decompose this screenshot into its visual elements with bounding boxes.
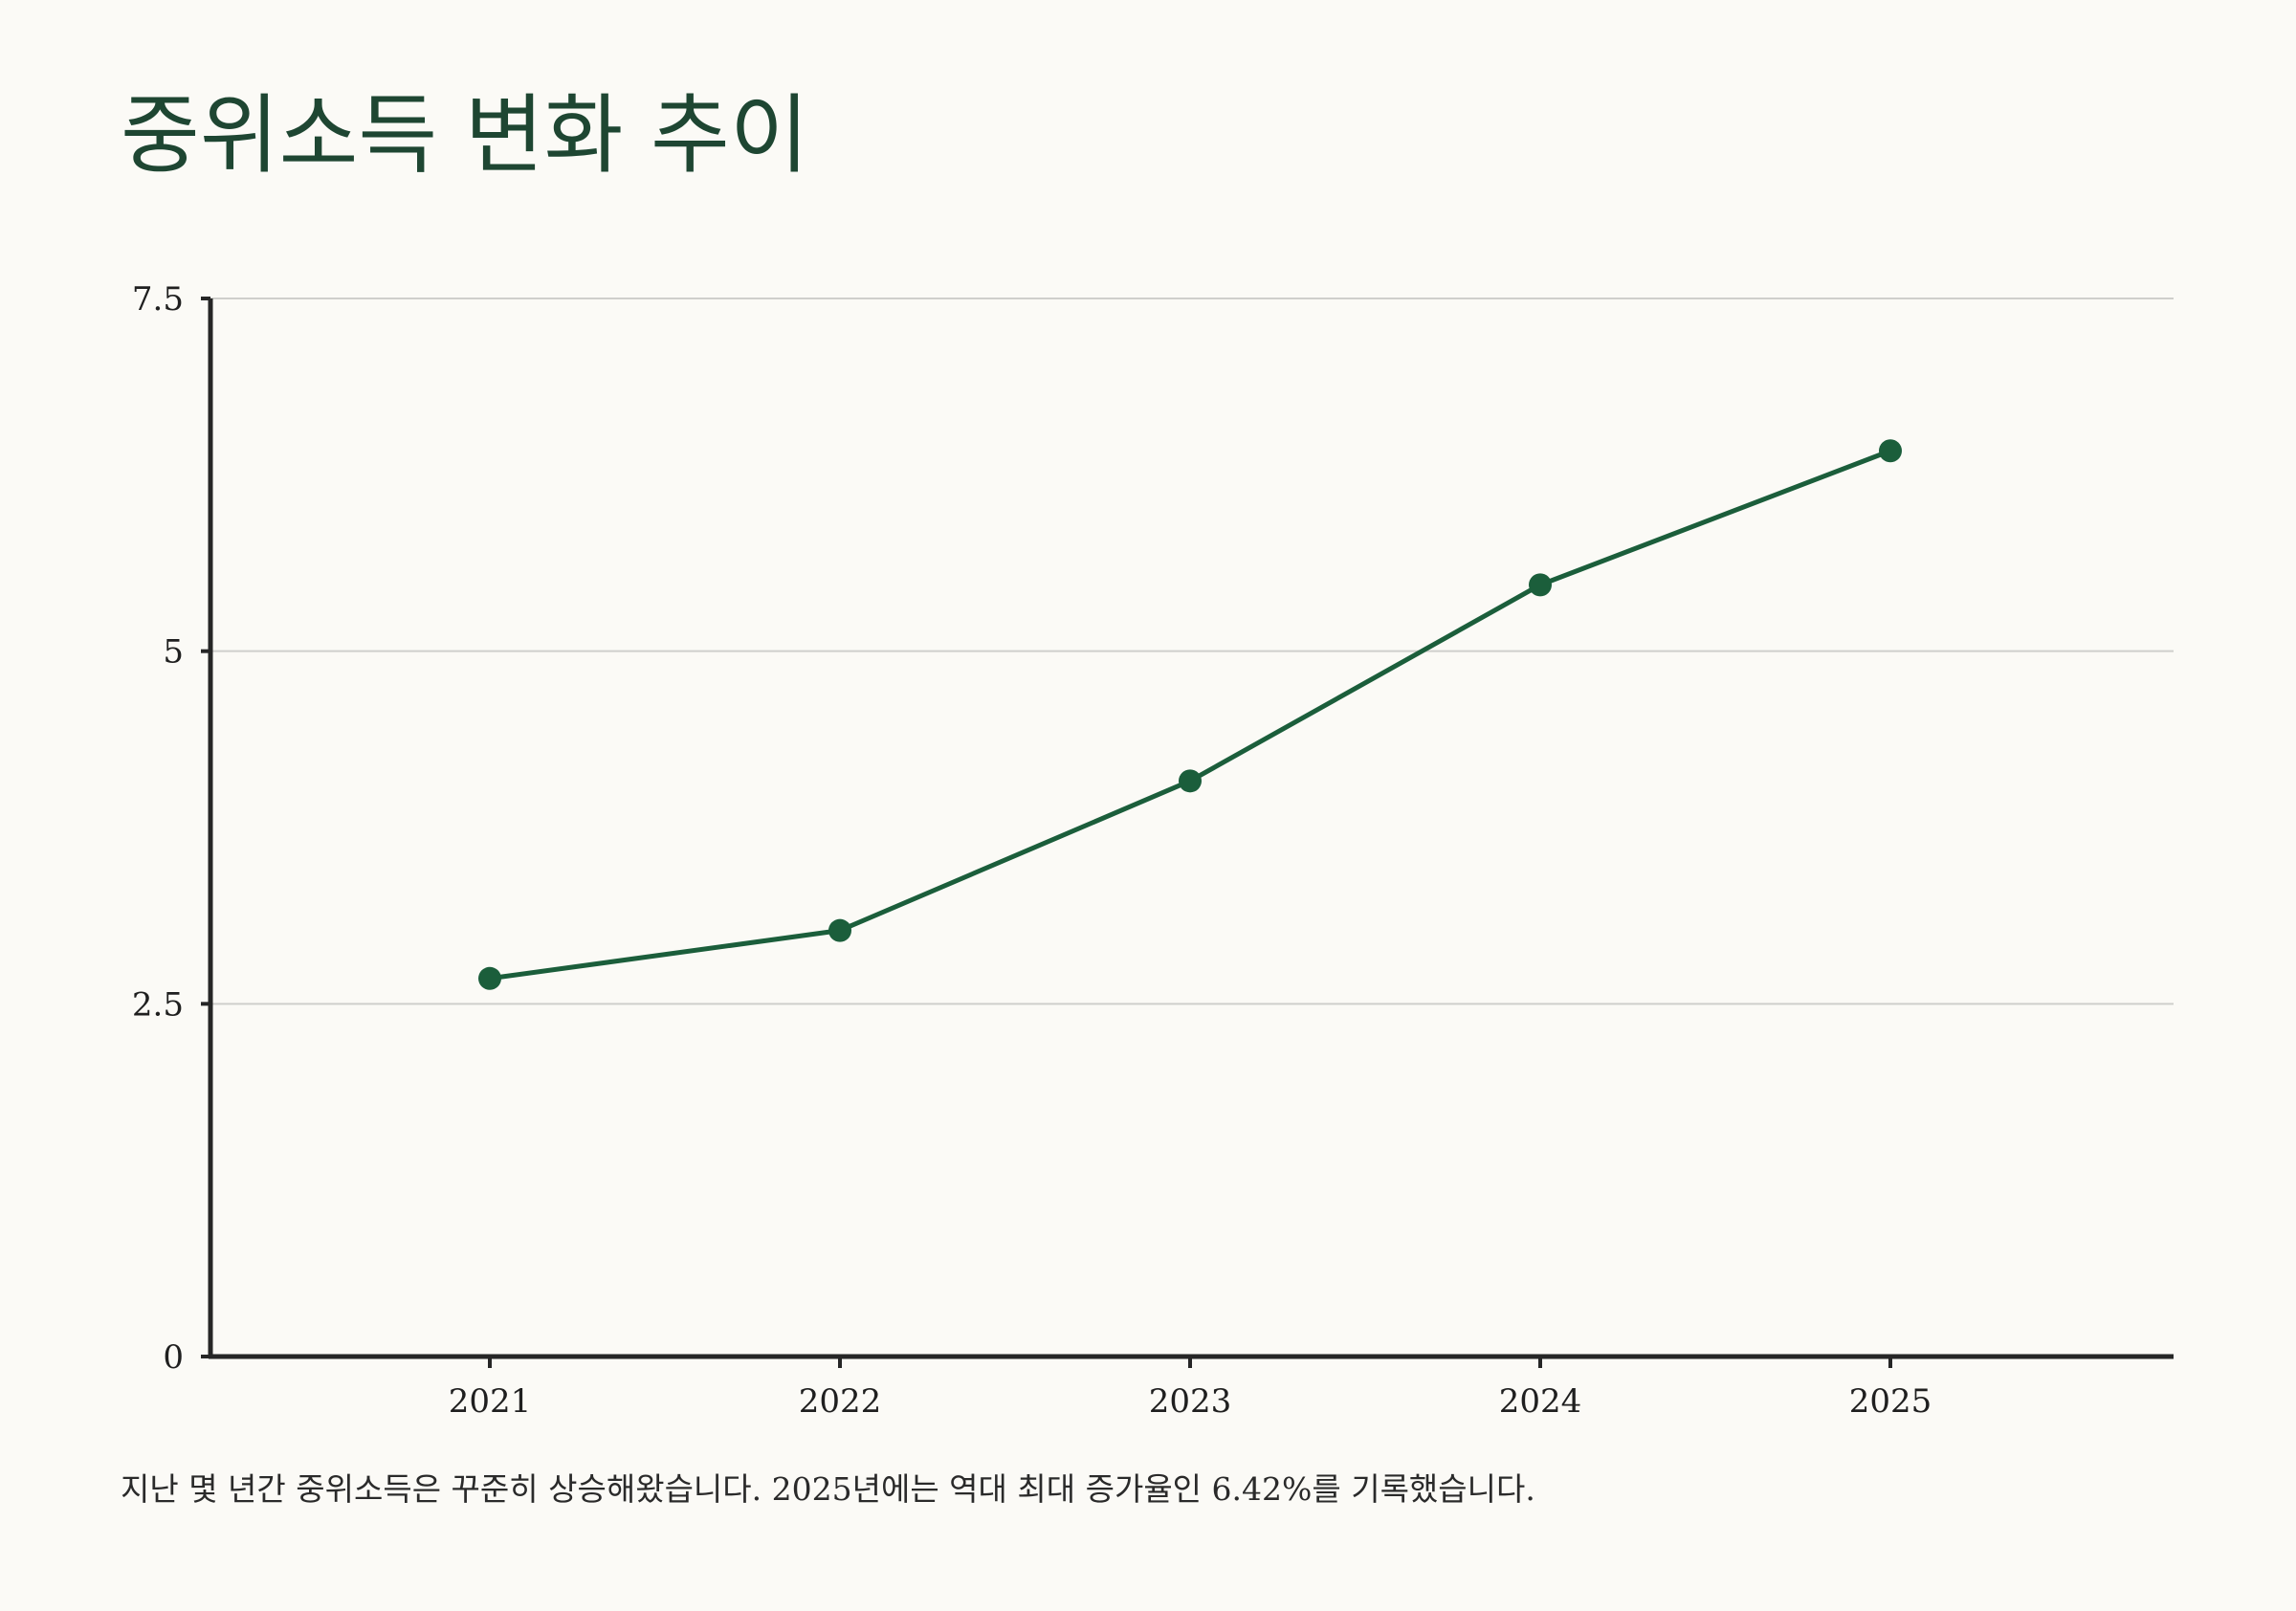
- series-line: [487, 448, 1893, 982]
- x-tick-label: 2024: [1499, 1382, 1582, 1421]
- x-tick-label: 2021: [449, 1382, 532, 1421]
- axes: [201, 297, 2174, 1368]
- y-tick-label: 0: [163, 1338, 184, 1377]
- data-point-2021: [478, 966, 501, 990]
- gridlines: [210, 298, 2174, 1005]
- series-layer: [478, 439, 1902, 990]
- data-point-2025: [1879, 439, 1902, 463]
- x-tick-label: 2025: [1849, 1382, 1932, 1421]
- chart-caption: 지난 몇 년간 중위소득은 꾸준히 상승해왔습니다. 2025년에는 역대 최대…: [121, 1470, 1535, 1508]
- y-tick-label: 2.5: [132, 985, 184, 1024]
- data-point-2022: [828, 918, 851, 942]
- chart-title: 중위소득 변화 추이: [121, 85, 809, 186]
- y-tick-label: 7.5: [132, 280, 184, 319]
- data-point-2023: [1179, 769, 1202, 793]
- data-point-2024: [1529, 573, 1552, 597]
- tick-labels: 0 2.5 5 7.5 2021 2022 2023 2024 2025: [132, 280, 1932, 1421]
- x-tick-label: 2022: [799, 1382, 882, 1421]
- x-tick-label: 2023: [1149, 1382, 1232, 1421]
- y-tick-label: 5: [163, 633, 184, 672]
